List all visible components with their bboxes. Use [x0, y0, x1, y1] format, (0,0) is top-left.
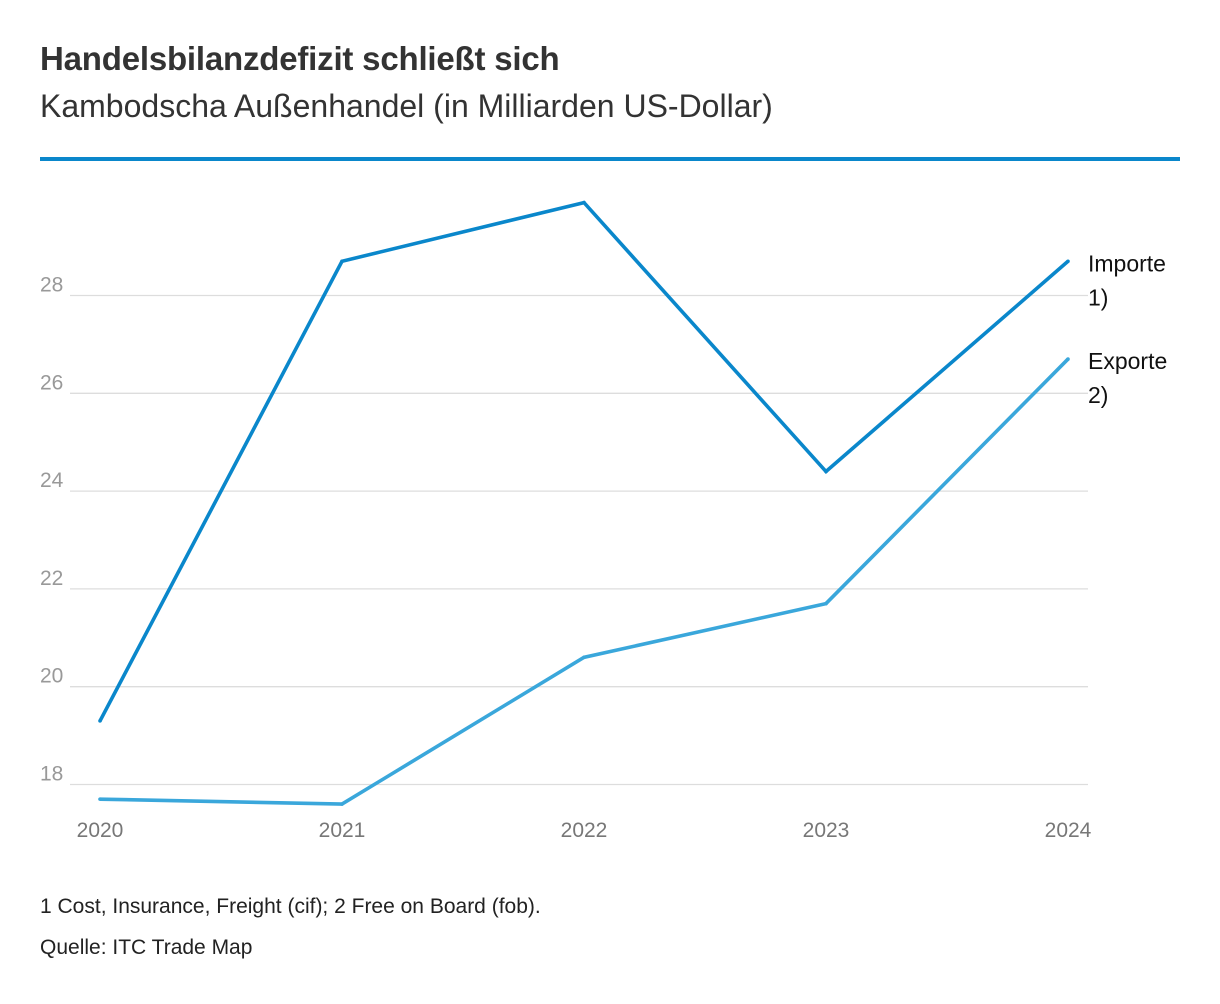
series-line-exporte	[99, 357, 1070, 806]
data-point-exporte	[98, 797, 102, 801]
data-point-exporte	[824, 601, 828, 606]
data-point-importe	[1066, 259, 1070, 264]
series-label-line: 2)	[1088, 382, 1108, 408]
data-point-exporte	[1066, 357, 1070, 361]
x-tick-label: 2022	[561, 819, 608, 842]
y-tick-label: 26	[40, 371, 63, 394]
series-label-importe: Importe 1)	[1088, 250, 1166, 310]
data-point-importe	[824, 469, 828, 474]
y-tick-label: 28	[40, 274, 63, 297]
chart-title: Handelsbilanzdefizit schließt sich	[40, 40, 560, 77]
source-note: Quelle: ITC Trade Map	[40, 936, 253, 959]
data-point-importe	[340, 259, 344, 264]
y-tick-label: 20	[40, 665, 63, 688]
x-tick-label: 2024	[1045, 819, 1092, 842]
x-tick-label: 2020	[77, 819, 124, 842]
data-point-importe	[98, 719, 102, 723]
footnote: 1 Cost, Insurance, Freight (cif); 2 Free…	[40, 895, 541, 918]
x-tick-label: 2021	[319, 819, 366, 842]
series-label-line: Importe	[1088, 250, 1166, 276]
data-point-exporte	[340, 802, 344, 806]
chart-subtitle: Kambodscha Außenhandel (in Milliarden US…	[40, 88, 773, 124]
data-point-exporte	[582, 655, 586, 660]
data-point-importe	[582, 200, 586, 205]
series-line-importe	[98, 200, 1070, 722]
y-tick-label: 22	[40, 567, 63, 590]
series-label-line: 1)	[1088, 284, 1108, 310]
series-label-line: Exporte	[1088, 348, 1167, 374]
series-label-exporte: Exporte 2)	[1088, 348, 1167, 408]
y-tick-label: 18	[40, 763, 63, 786]
title-divider	[40, 157, 1180, 161]
x-tick-label: 2023	[803, 819, 850, 842]
y-tick-label: 24	[40, 469, 64, 492]
